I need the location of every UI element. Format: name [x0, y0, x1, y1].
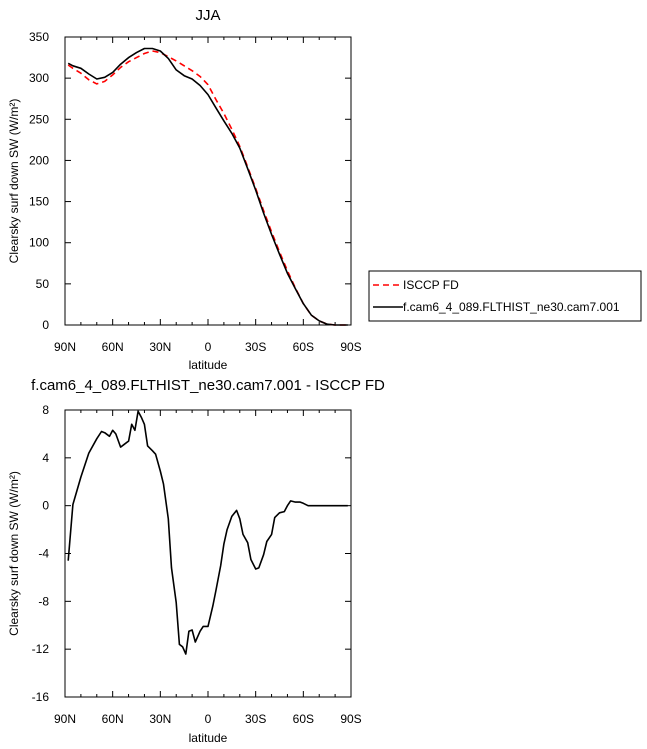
y-tick-label: -8 [38, 594, 49, 608]
x-tick-label: 30N [149, 712, 171, 726]
y-axis-label: Clearsky surf down SW (W/m²) [7, 471, 21, 636]
y-tick-label: 4 [42, 451, 49, 465]
y-tick-label: 250 [29, 112, 49, 126]
y-tick-label: 50 [36, 277, 50, 291]
x-tick-label: 90N [54, 340, 76, 354]
legend-label-0: ISCCP FD [403, 278, 459, 292]
series-line-1 [67, 47, 348, 326]
chart-title: JJA [195, 7, 220, 24]
y-tick-label: 350 [29, 30, 49, 44]
x-tick-label: 90S [340, 712, 361, 726]
x-tick-label: 90S [340, 340, 361, 354]
series-line-0 [67, 50, 348, 326]
plot-frame [64, 36, 352, 326]
x-tick-label: 30N [149, 340, 171, 354]
y-tick-label: 100 [29, 236, 49, 250]
x-tick-label: 90N [54, 712, 76, 726]
bottom-panel-difference: f.cam6_4_089.FLTHIST_ne30.cam7.001 - ISC… [7, 377, 385, 745]
top-panel-jja: JJA 90N 60N 30N 0 30S 60S 90S 0 50 100 150 200 250 300… [7, 7, 642, 372]
y-axis-label: Clearsky surf down SW (W/m²) [7, 99, 21, 264]
x-axis-label: latitude [189, 731, 228, 745]
y-tick-label: 200 [29, 153, 49, 167]
y-tick-label: -16 [32, 690, 50, 704]
x-tick-label: 30S [245, 712, 266, 726]
y-tick-label: 300 [29, 71, 49, 85]
x-tick-label: 60N [102, 712, 124, 726]
plot-frame [64, 409, 352, 698]
legend-label-1: f.cam6_4_089.FLTHIST_ne30.cam7.001 [403, 300, 620, 314]
y-tick-label: 0 [42, 318, 49, 332]
chart-title: f.cam6_4_089.FLTHIST_ne30.cam7.001 - ISC… [31, 377, 385, 394]
y-tick-label: 8 [42, 403, 49, 417]
x-tick-label: 0 [205, 340, 212, 354]
legend-box [368, 270, 642, 322]
y-tick-label: -12 [32, 642, 50, 656]
series-line-0 [67, 410, 348, 655]
x-axis-label: latitude [189, 358, 228, 372]
x-tick-label: 60S [293, 712, 314, 726]
x-tick-label: 60S [293, 340, 314, 354]
y-tick-label: 0 [42, 499, 49, 513]
x-tick-label: 60N [102, 340, 124, 354]
y-tick-label: -4 [38, 547, 49, 561]
x-tick-label: 30S [245, 340, 266, 354]
x-tick-label: 0 [205, 712, 212, 726]
y-tick-label: 150 [29, 195, 49, 209]
